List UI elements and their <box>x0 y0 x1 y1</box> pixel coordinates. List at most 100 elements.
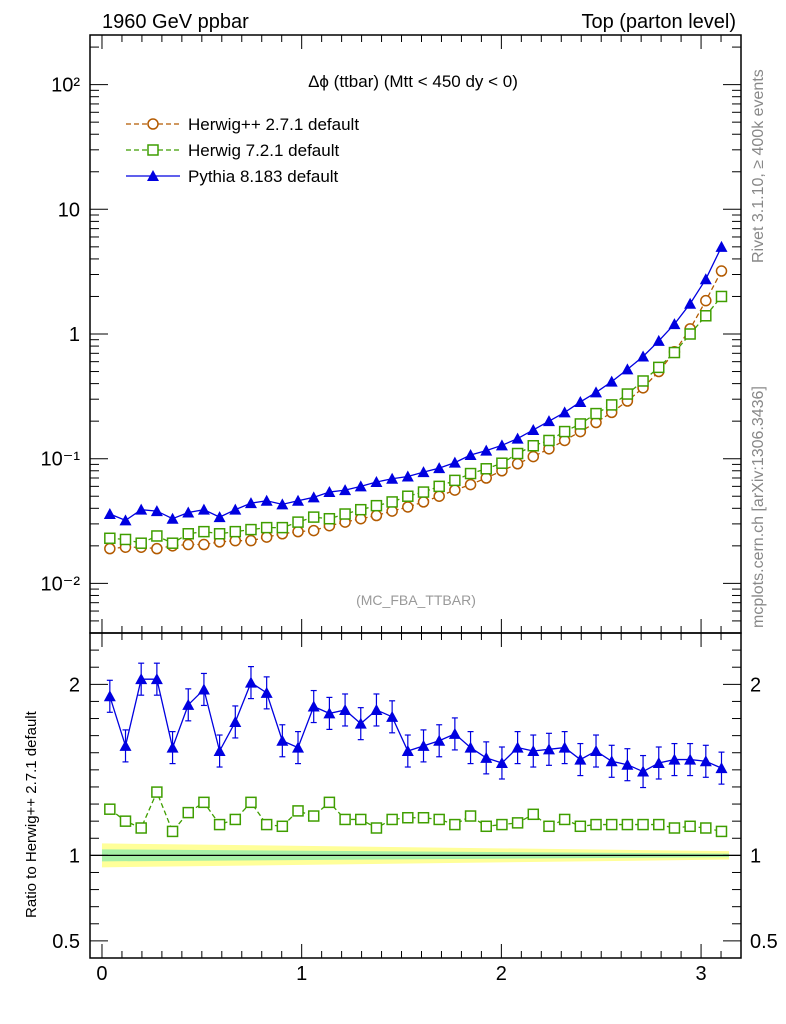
data-point <box>292 494 305 506</box>
data-point <box>402 811 414 824</box>
header-energy: 1960 GeV ppbar <box>102 11 249 33</box>
data-point <box>590 407 602 420</box>
data-point <box>433 734 446 746</box>
data-point <box>558 813 571 826</box>
data-point <box>464 741 477 753</box>
analysis-watermark: (MC_FBA_TTBAR) <box>356 592 476 608</box>
y-tick-label: 10⁻¹ <box>41 449 81 471</box>
data-point <box>715 825 728 838</box>
data-point <box>433 813 445 826</box>
data-point <box>700 294 712 307</box>
data-point <box>151 786 163 798</box>
data-point <box>527 808 540 821</box>
data-point <box>605 755 618 767</box>
series-line <box>109 678 722 773</box>
data-point <box>417 486 430 498</box>
data-point <box>574 753 587 765</box>
data-point <box>103 690 116 702</box>
data-point <box>480 820 492 833</box>
data-point <box>307 810 320 822</box>
data-point <box>119 533 132 546</box>
data-point <box>151 542 163 555</box>
series-line <box>109 270 723 550</box>
legend-label: Pythia 8.183 default <box>188 167 339 186</box>
data-point <box>401 745 414 757</box>
data-point <box>292 525 304 538</box>
data-point <box>590 818 602 831</box>
data-point <box>260 818 273 831</box>
x-axis: 0 1 2 3 <box>96 633 742 985</box>
ratio-series-pythia <box>103 662 728 789</box>
data-point <box>104 532 116 545</box>
data-point <box>637 350 650 362</box>
data-point <box>104 803 116 815</box>
data-point <box>198 525 210 538</box>
data-point <box>590 386 603 398</box>
data-point <box>147 144 159 156</box>
data-point <box>574 418 587 430</box>
y-tick-label-right: 0.5 <box>750 931 778 953</box>
data-point <box>182 806 194 819</box>
data-point <box>229 503 242 515</box>
data-point <box>621 363 634 375</box>
data-point <box>653 361 665 374</box>
data-point <box>543 820 555 833</box>
y-tick-label: 10⁻² <box>41 573 81 595</box>
data-point <box>433 462 446 474</box>
data-point <box>370 703 383 715</box>
data-point <box>495 757 508 768</box>
data-point <box>527 450 540 463</box>
data-point <box>166 825 179 838</box>
data-point <box>511 447 524 460</box>
data-point <box>417 466 430 478</box>
data-point <box>386 472 399 484</box>
data-point <box>354 717 367 729</box>
x-tick-label: 0 <box>96 963 107 985</box>
ratio-plot-frame <box>89 632 742 959</box>
data-point <box>150 505 163 517</box>
y-tick-label: 10² <box>51 75 80 97</box>
data-point <box>307 491 320 503</box>
data-point <box>699 273 712 285</box>
data-point <box>370 822 383 834</box>
data-point <box>527 745 540 757</box>
x-tick-label: 3 <box>695 963 706 985</box>
data-point <box>511 458 524 470</box>
data-point <box>244 497 257 509</box>
ratio-y-axis: 0.5 0.5 1 1 2 2 <box>52 649 778 953</box>
data-point <box>323 486 336 498</box>
data-point <box>496 457 508 469</box>
header-process: Top (parton level) <box>581 11 736 33</box>
data-point <box>307 524 320 537</box>
data-point <box>245 796 257 809</box>
data-point <box>323 707 336 719</box>
data-point <box>684 328 696 340</box>
data-point <box>480 463 492 475</box>
data-point <box>668 346 681 359</box>
legend-item: Herwig++ 2.7.1 default <box>126 115 359 134</box>
rivet-label: Rivet 3.1.10, ≥ 400k events <box>750 69 767 263</box>
y-tick-label: 2 <box>69 674 80 696</box>
data-point <box>276 498 289 510</box>
data-point <box>558 406 571 418</box>
data-point <box>339 484 352 496</box>
data-point <box>370 476 383 488</box>
data-point <box>653 818 665 831</box>
data-point <box>605 818 618 831</box>
data-point <box>417 811 430 824</box>
main-y-axis: 10⁻² 10⁻¹ 1 10 10² <box>41 35 742 634</box>
data-point <box>480 444 493 456</box>
series-line <box>109 296 722 544</box>
data-point <box>558 425 571 438</box>
data-point <box>119 514 132 526</box>
data-point <box>542 743 555 755</box>
data-point <box>307 511 320 523</box>
data-point <box>135 673 148 685</box>
data-point <box>276 820 289 833</box>
data-point <box>637 765 650 777</box>
data-point <box>213 528 226 540</box>
main-series-group <box>103 240 728 555</box>
data-point <box>182 538 194 551</box>
data-point <box>715 762 728 774</box>
data-point <box>511 432 524 444</box>
